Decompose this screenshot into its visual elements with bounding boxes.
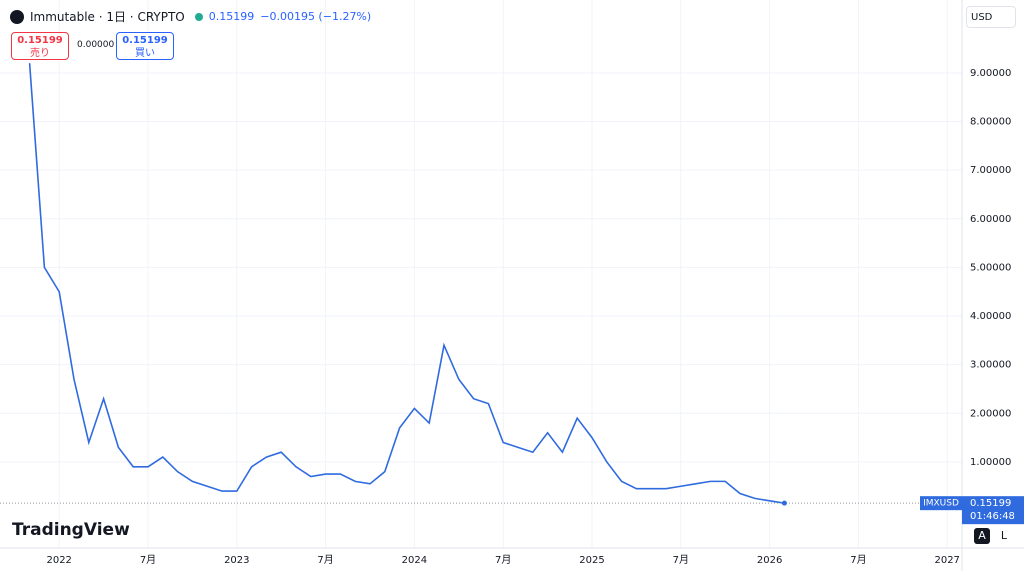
x-tick-label: 2026 bbox=[757, 555, 782, 566]
x-tick-label: 2023 bbox=[224, 555, 249, 566]
y-tick-label: 2.00000 bbox=[970, 408, 1011, 419]
x-tick-label: 7月 bbox=[673, 554, 689, 566]
symbol[interactable]: Immutable · 1日 · CRYPTO bbox=[30, 10, 185, 24]
sell-label: 売り bbox=[30, 48, 50, 59]
x-tick-label: 2027 bbox=[934, 555, 959, 566]
x-tick-label: 2024 bbox=[402, 555, 427, 566]
y-tick-label: 8.00000 bbox=[970, 117, 1011, 128]
symbol-tag-label: IMXUSD bbox=[923, 499, 959, 509]
x-tick-label: 2022 bbox=[46, 555, 71, 566]
symbol-logo bbox=[10, 9, 24, 24]
market-status bbox=[194, 12, 203, 21]
price-tag-label: 0.15199 bbox=[970, 498, 1011, 509]
sell-price: 0.15199 bbox=[17, 35, 63, 46]
price-tag bbox=[962, 496, 1024, 525]
y-tick-label: 6.00000 bbox=[970, 214, 1011, 225]
price: 0.15199 bbox=[208, 10, 255, 23]
x-tick-label: 2025 bbox=[579, 555, 604, 566]
symbol-tag bbox=[920, 496, 962, 511]
y-tick-label: 1.00000 bbox=[970, 457, 1011, 468]
symbol-header: Immutable · 1日 · CRYPTO 0.15199 −0.00195… bbox=[10, 8, 371, 25]
y-tick-label: 7.00000 bbox=[970, 165, 1011, 176]
x-tick-label: 7月 bbox=[495, 554, 511, 566]
x-tick-label: 7月 bbox=[140, 554, 156, 566]
buy-label: 買い bbox=[135, 48, 155, 59]
currency-select[interactable]: USD bbox=[966, 6, 1016, 28]
y-tick-label: 5.00000 bbox=[970, 262, 1011, 273]
last-point bbox=[781, 500, 787, 506]
auto-scale-button[interactable]: A bbox=[974, 528, 990, 544]
change: −0.00195 (−1.27%) bbox=[260, 10, 372, 23]
x-tick-label: 7月 bbox=[317, 554, 333, 566]
y-tick-label: 3.00000 bbox=[970, 360, 1011, 371]
spread: 0.00000 bbox=[77, 40, 115, 50]
log-scale-button[interactable]: L bbox=[1000, 529, 1008, 542]
countdown: 01:46:48 bbox=[970, 511, 1015, 522]
sell-button[interactable]: 0.15199 売り bbox=[11, 32, 69, 60]
brand: TradingView bbox=[12, 520, 130, 540]
buy-button[interactable]: 0.15199 買い bbox=[116, 32, 174, 60]
y-tick-label: 9.00000 bbox=[970, 68, 1011, 79]
y-tick-label: 4.00000 bbox=[970, 311, 1011, 322]
buy-price: 0.15199 bbox=[122, 35, 168, 46]
x-tick-label: 7月 bbox=[850, 554, 866, 566]
price-line bbox=[28, 63, 785, 504]
